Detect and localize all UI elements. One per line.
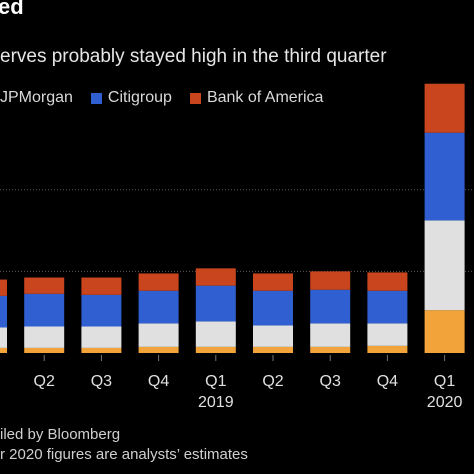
bar-segment (253, 346, 293, 353)
bar-segment (310, 346, 351, 353)
bar-segment (81, 326, 122, 348)
x-year-label: 2019 (198, 394, 234, 411)
bar-segment (253, 325, 293, 347)
bar-segment (0, 347, 7, 353)
bar-segment (138, 290, 179, 324)
legend-item-citigroup: Citigroup (90, 89, 172, 107)
x-tick-label: Q3 (91, 373, 112, 390)
bar-segment (195, 285, 236, 322)
bar-segment (424, 83, 465, 133)
x-tick-label: Q3 (320, 373, 341, 390)
bar-segment (195, 268, 236, 286)
bar-segment (0, 279, 7, 296)
bar-segment (24, 347, 65, 353)
x-tick-label: Q2 (262, 373, 283, 390)
x-tick-label: Q1 (434, 373, 455, 390)
bar-segment (310, 323, 351, 347)
bar-segment (195, 346, 236, 353)
x-tick-label: Q2 (34, 373, 55, 390)
bar-segment (195, 321, 236, 347)
chart-title: ed (0, 0, 24, 19)
bar-segment (24, 326, 65, 348)
bar-segment (0, 295, 7, 328)
bar-segment (81, 347, 122, 353)
legend-item-bank-of-america: Bank of America (189, 89, 324, 107)
bar-segment (24, 277, 65, 294)
bar-segment (367, 272, 408, 291)
legend-swatch-bank-of-america (189, 92, 201, 104)
footnote: r 2020 figures are analysts’ estimates (0, 446, 248, 463)
legend-label-citigroup: Citigroup (107, 89, 172, 106)
chart-subtitle: erves probably stayed high in the third … (0, 46, 387, 67)
bar-segment (310, 289, 351, 324)
legend-item-jpmorgan: JPMorgan (0, 89, 73, 107)
bar-segment (81, 277, 122, 295)
bar-segment (367, 345, 408, 353)
bar-segment (424, 310, 465, 353)
bar-segment (0, 327, 7, 348)
legend-label-bank-of-america: Bank of America (206, 89, 324, 106)
bar-segment (367, 323, 408, 346)
bar-segment (138, 346, 179, 353)
legend-label-jpmorgan: JPMorgan (0, 89, 73, 106)
x-year-label: 2020 (427, 394, 463, 411)
bar-segment (253, 290, 293, 326)
bar-segment (424, 220, 465, 311)
source-note: iled by Bloomberg (0, 426, 121, 443)
x-tick-label: Q4 (377, 373, 398, 390)
legend: JPMorgan Citigroup Bank of America (0, 88, 341, 108)
bar-segment (253, 273, 293, 291)
x-tick-label: Q1 (205, 373, 226, 390)
x-tick-label: Q4 (148, 373, 169, 390)
bar-segment (424, 132, 465, 221)
bar-segment (310, 271, 351, 290)
bar-segment (138, 323, 179, 347)
legend-swatch-citigroup (90, 92, 102, 104)
bar-segment (24, 293, 65, 327)
bar-segment (367, 290, 408, 324)
bar-segment (81, 294, 122, 327)
bar-segment (138, 273, 179, 291)
